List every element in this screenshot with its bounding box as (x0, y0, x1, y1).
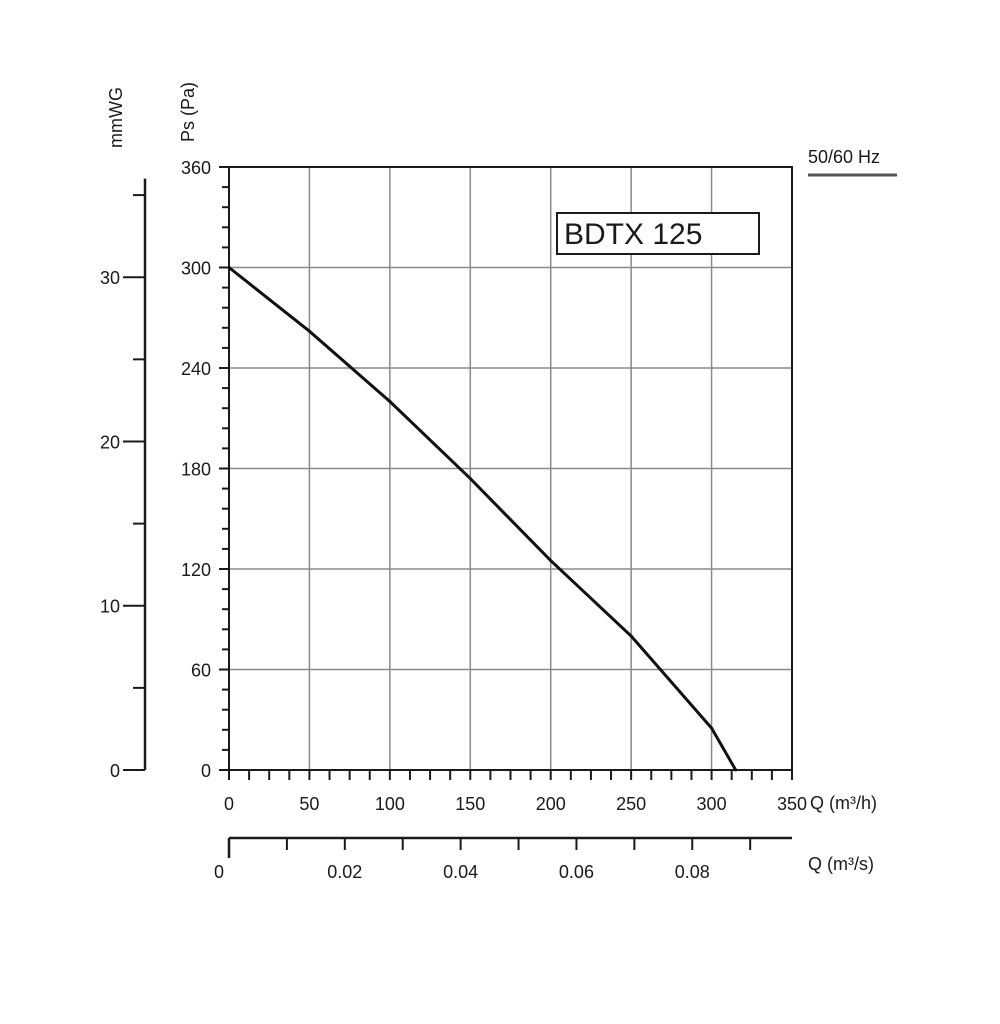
axes (123, 166, 793, 858)
secondary-y-tick-label: 0 (110, 761, 120, 781)
y-tick-label: 120 (181, 560, 211, 580)
y-tick-label: 0 (201, 761, 211, 781)
x-tick-label: 150 (455, 794, 485, 814)
x-tick-label: 0 (224, 794, 234, 814)
x-axis-title: Q (m³/h) (810, 793, 877, 813)
grid (229, 167, 792, 770)
secondary-x-tick-label: 0.04 (443, 862, 478, 882)
performance-curve (228, 266, 738, 771)
curve-point (629, 634, 633, 638)
x-tick-label: 50 (299, 794, 319, 814)
secondary-x-tick-label: 0.06 (559, 862, 594, 882)
y-axis-title: Ps (Pa) (178, 82, 198, 142)
model-label-box (556, 212, 760, 255)
secondary-y-tick-label: 20 (100, 432, 120, 452)
secondary-x-tick-label: 0 (214, 862, 224, 882)
x-tick-label: 250 (616, 794, 646, 814)
secondary-x-axis-title: Q (m³/s) (808, 854, 874, 874)
curve-point (388, 400, 392, 403)
curve-point (307, 329, 311, 333)
x-tick-label: 100 (375, 794, 405, 814)
secondary-x-tick-label: 0.08 (675, 862, 710, 882)
x-tick-label: 200 (536, 794, 566, 814)
model-label: BDTX 125 (564, 218, 702, 251)
x-tick-label: 350 (777, 794, 807, 814)
secondary-y-tick-label: 30 (100, 268, 120, 288)
y-tick-label: 60 (191, 661, 211, 681)
curve-point (468, 477, 472, 481)
x-tick-label: 300 (697, 794, 727, 814)
y-tick-label: 180 (181, 460, 211, 480)
secondary-x-tick-label: 0.02 (327, 862, 362, 882)
series (227, 266, 738, 772)
y-tick-label: 240 (181, 359, 211, 379)
secondary-y-tick-label: 10 (100, 597, 120, 617)
curve-point (549, 559, 553, 563)
y-tick-label: 300 (181, 259, 211, 279)
y-tick-label: 360 (181, 158, 211, 178)
secondary-y-axis-title: mmWG (106, 87, 126, 148)
curve-point (227, 266, 231, 269)
frequency-label: 50/60 Hz (808, 147, 880, 167)
curve-point (734, 768, 738, 772)
curve-point (710, 726, 714, 730)
